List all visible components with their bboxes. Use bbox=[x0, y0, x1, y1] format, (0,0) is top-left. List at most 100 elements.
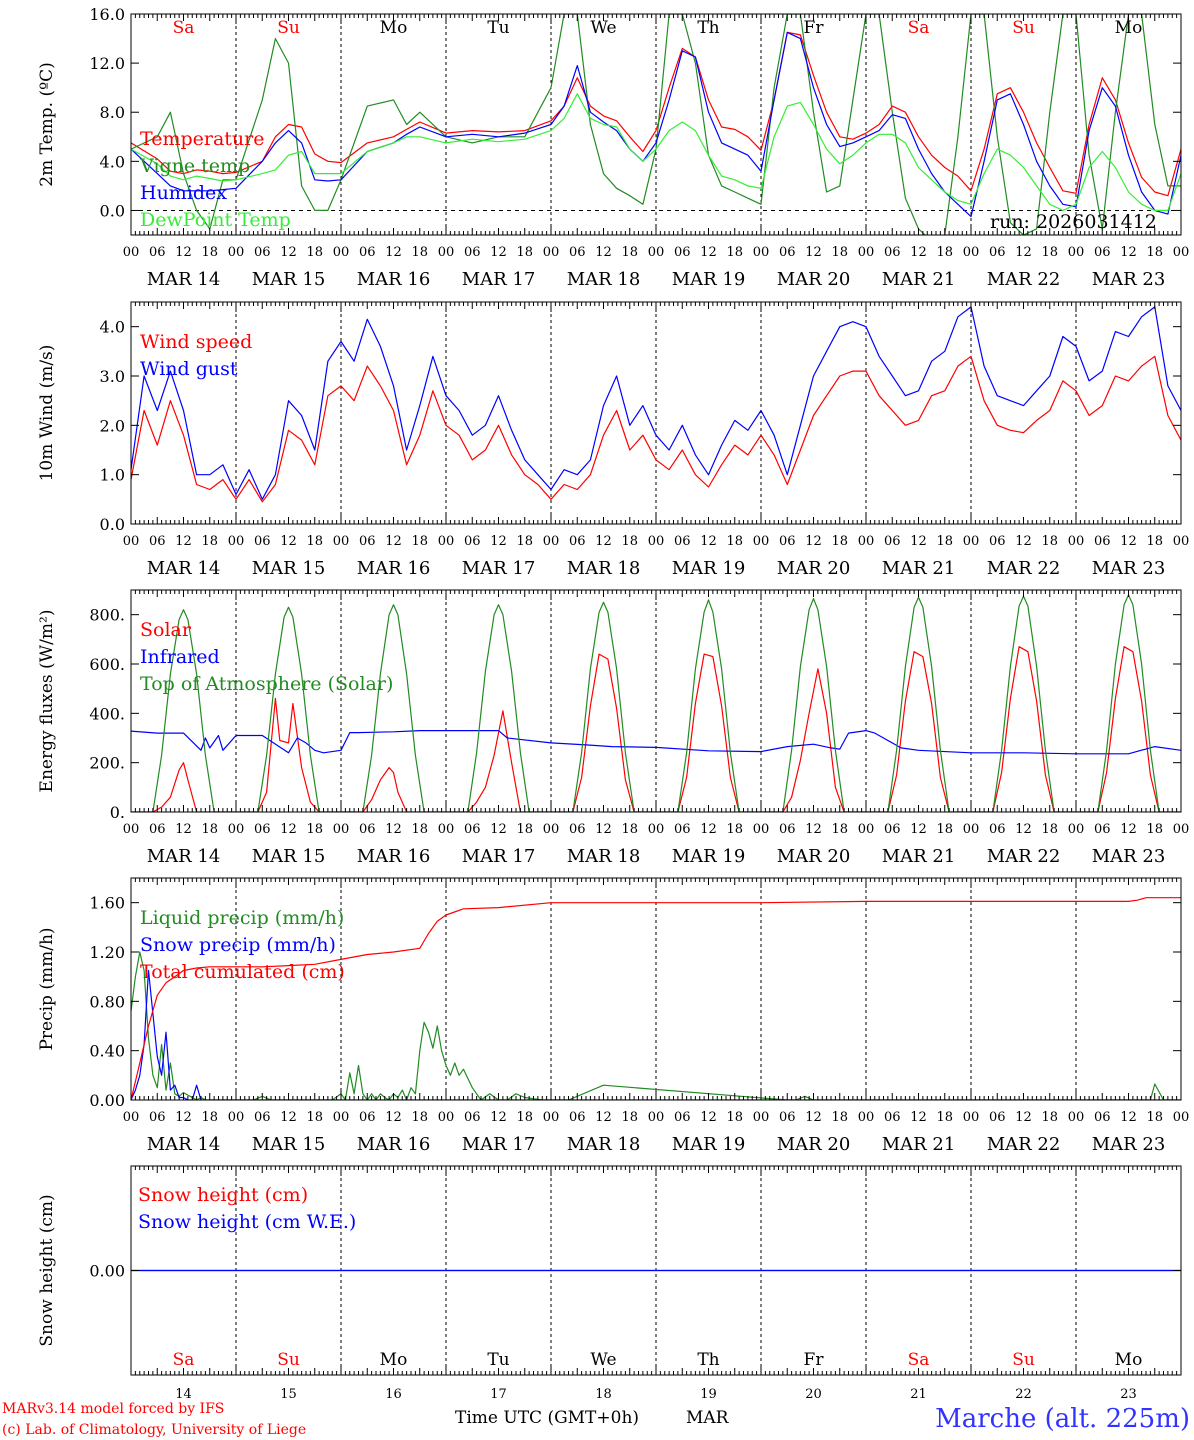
hour-label: 18 bbox=[831, 822, 848, 837]
hour-label: 18 bbox=[1041, 822, 1058, 837]
y-tick-label: 4.0 bbox=[100, 318, 125, 337]
y-tick-label: 800. bbox=[89, 606, 125, 625]
hour-label: 18 bbox=[411, 245, 428, 260]
hour-label: 00 bbox=[753, 245, 770, 260]
series-line-humidex bbox=[131, 31, 1181, 218]
chart-panels: 0.0 4.0 8.0 12.0 16.0 2m Temp. (ºC) Temperatur… bbox=[37, 5, 1189, 1402]
hour-label: 12 bbox=[595, 822, 612, 837]
date-label: MAR 15 bbox=[252, 1134, 326, 1155]
hour-label: 18 bbox=[306, 534, 323, 549]
y-axis-label: Precip (mm/h) bbox=[37, 927, 57, 1050]
hour-label: 00 bbox=[753, 1110, 770, 1125]
hour-label: 06 bbox=[1094, 245, 1111, 260]
hour-label: 12 bbox=[700, 1110, 717, 1125]
weekday-label: Th bbox=[697, 18, 719, 38]
hour-label: 06 bbox=[674, 534, 691, 549]
hour-label: 12 bbox=[805, 1110, 822, 1125]
date-label: MAR 16 bbox=[357, 558, 431, 579]
hour-label: 00 bbox=[543, 822, 560, 837]
hour-label: 18 bbox=[516, 822, 533, 837]
weekday-label: Su bbox=[277, 1350, 300, 1370]
hour-label: 18 bbox=[1146, 822, 1163, 837]
hour-label: 18 bbox=[1146, 1110, 1163, 1125]
y-tick-label: 4.0 bbox=[100, 152, 125, 171]
hour-label: 06 bbox=[464, 534, 481, 549]
hour-label: 18 bbox=[306, 822, 323, 837]
hour-label: 06 bbox=[779, 822, 796, 837]
y-tick-label: 0.80 bbox=[89, 992, 125, 1011]
date-label: MAR 20 bbox=[777, 269, 851, 290]
hour-label: 06 bbox=[359, 822, 376, 837]
hour-label: 06 bbox=[149, 534, 166, 549]
hour-label: 00 bbox=[438, 245, 455, 260]
hour-label: 06 bbox=[254, 822, 271, 837]
day-number: 15 bbox=[280, 1387, 297, 1402]
y-axis-label: 10m Wind (m/s) bbox=[37, 345, 57, 482]
date-label: MAR 15 bbox=[252, 558, 326, 579]
hour-label: 18 bbox=[1146, 245, 1163, 260]
hour-label: 06 bbox=[989, 1110, 1006, 1125]
date-label: MAR 21 bbox=[882, 846, 956, 867]
hour-label: 00 bbox=[543, 245, 560, 260]
legend-entry: Snow precip (mm/h) bbox=[140, 934, 336, 956]
date-label: MAR 23 bbox=[1092, 1134, 1166, 1155]
hour-label: 12 bbox=[910, 245, 927, 260]
weekday-label: Th bbox=[697, 1350, 719, 1370]
hour-label: 06 bbox=[884, 245, 901, 260]
hour-label: 18 bbox=[201, 822, 218, 837]
hour-label: 18 bbox=[516, 534, 533, 549]
series-line-dewpoint-temp bbox=[131, 93, 1181, 211]
hour-label: 12 bbox=[910, 822, 927, 837]
y-tick-label: 1.60 bbox=[89, 894, 125, 913]
hour-label: 12 bbox=[490, 245, 507, 260]
legend-entry: Temperature bbox=[140, 128, 264, 150]
hour-label: 12 bbox=[490, 1110, 507, 1125]
weekday-label: Sa bbox=[908, 1350, 930, 1370]
hour-label: 06 bbox=[569, 1110, 586, 1125]
hour-label: 18 bbox=[936, 245, 953, 260]
hour-label: 06 bbox=[569, 822, 586, 837]
hour-label: 00 bbox=[1173, 534, 1190, 549]
y-tick-label: 1.0 bbox=[100, 466, 125, 485]
date-label: MAR 20 bbox=[777, 558, 851, 579]
legend-entry: Liquid precip (mm/h) bbox=[140, 907, 344, 929]
date-label: MAR 18 bbox=[567, 558, 641, 579]
hour-label: 12 bbox=[805, 245, 822, 260]
weekday-label: Fr bbox=[804, 1350, 825, 1370]
weekday-label: Mo bbox=[1115, 1350, 1143, 1370]
legend-entry: Humidex bbox=[140, 182, 227, 204]
hour-label: 12 bbox=[595, 534, 612, 549]
weekday-label: Su bbox=[1012, 1350, 1035, 1370]
hour-label: 18 bbox=[621, 822, 638, 837]
hour-label: 18 bbox=[1146, 534, 1163, 549]
hour-label: 18 bbox=[621, 245, 638, 260]
day-number: 21 bbox=[910, 1387, 927, 1402]
date-label: MAR 18 bbox=[567, 269, 641, 290]
panel-3: 0. 200. 400. 600. 800. Energy fluxes (W/m²) So… bbox=[37, 589, 1189, 867]
hour-label: 18 bbox=[1041, 1110, 1058, 1125]
hour-label: 12 bbox=[910, 1110, 927, 1125]
hour-label: 12 bbox=[1015, 822, 1032, 837]
hour-label: 06 bbox=[884, 822, 901, 837]
time-axis-label: Time UTC (GMT+0h) bbox=[455, 1408, 639, 1428]
hour-label: 06 bbox=[779, 245, 796, 260]
hour-label: 06 bbox=[149, 822, 166, 837]
hour-label: 06 bbox=[884, 534, 901, 549]
hour-label: 00 bbox=[228, 1110, 245, 1125]
weekday-label: We bbox=[590, 1350, 616, 1370]
hour-label: 06 bbox=[359, 534, 376, 549]
hour-label: 12 bbox=[175, 534, 192, 549]
date-label: MAR 19 bbox=[672, 846, 746, 867]
date-label: MAR 22 bbox=[987, 846, 1061, 867]
hour-label: 18 bbox=[411, 534, 428, 549]
y-axis-label: Energy fluxes (W/m²) bbox=[37, 610, 57, 793]
hour-label: 06 bbox=[674, 245, 691, 260]
hour-label: 06 bbox=[149, 1110, 166, 1125]
credit-line-1: MARv3.14 model forced by IFS bbox=[2, 1401, 224, 1417]
hour-label: 12 bbox=[490, 534, 507, 549]
hour-label: 12 bbox=[175, 822, 192, 837]
hour-label: 12 bbox=[385, 534, 402, 549]
y-axis-label: Snow height (cm) bbox=[37, 1194, 57, 1346]
hour-label: 00 bbox=[333, 822, 350, 837]
hour-label: 00 bbox=[858, 245, 875, 260]
